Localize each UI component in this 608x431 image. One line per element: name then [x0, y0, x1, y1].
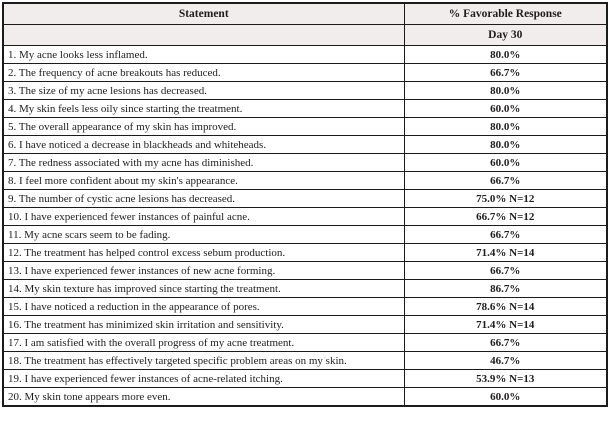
value-cell: 66.7% N=12 [403, 207, 608, 226]
table-row: 13. I have experienced fewer instances o… [2, 261, 608, 280]
statement-cell: 20. My skin tone appears more even. [2, 387, 405, 407]
table-row: 11. My acne scars seem to be fading. 66.7… [2, 225, 608, 244]
statement-cell: 18. The treatment has effectively target… [2, 351, 405, 370]
value-cell: 60.0% [403, 99, 608, 118]
value-cell: 66.7% [403, 225, 608, 244]
table-row: 6. I have noticed a decrease in blackhea… [2, 135, 608, 154]
table-row: 4. My skin feels less oily since startin… [2, 99, 608, 118]
statement-cell: 13. I have experienced fewer instances o… [2, 261, 405, 280]
statement-cell: 10. I have experienced fewer instances o… [2, 207, 405, 226]
statement-cell: 2. The frequency of acne breakouts has r… [2, 63, 405, 82]
statement-cell: 8. I feel more confident about my skin's… [2, 171, 405, 190]
value-cell: 75.0% N=12 [403, 189, 608, 208]
table-row: 5. The overall appearance of my skin has… [2, 117, 608, 136]
table-row: 15. I have noticed a reduction in the ap… [2, 297, 608, 316]
table-row: 9. The number of cystic acne lesions has… [2, 189, 608, 208]
response-column-header: % Favorable Response [403, 2, 608, 25]
table-row: 16. The treatment has minimized skin irr… [2, 315, 608, 334]
value-cell: 66.7% [403, 63, 608, 82]
table-row: 3. The size of my acne lesions has decre… [2, 81, 608, 100]
table-row: 19. I have experienced fewer instances o… [2, 369, 608, 388]
statement-cell: 9. The number of cystic acne lesions has… [2, 189, 405, 208]
value-cell: 66.7% [403, 261, 608, 280]
table-row: 1. My acne looks less inflamed. 80.0% [2, 45, 608, 64]
statement-cell: 5. The overall appearance of my skin has… [2, 117, 405, 136]
value-cell: 80.0% [403, 81, 608, 100]
table-row: 18. The treatment has effectively target… [2, 351, 608, 370]
table-row: 7. The redness associated with my acne h… [2, 153, 608, 172]
table-subheader-row: Day 30 [2, 24, 608, 46]
table-row: 10. I have experienced fewer instances o… [2, 207, 608, 226]
statement-cell: 11. My acne scars seem to be fading. [2, 225, 405, 244]
table-row: 17. I am satisfied with the overall prog… [2, 333, 608, 352]
subheader-day30-cell: Day 30 [403, 24, 608, 46]
value-cell: 53.9% N=13 [403, 369, 608, 388]
statement-cell: 7. The redness associated with my acne h… [2, 153, 405, 172]
statement-cell: 6. I have noticed a decrease in blackhea… [2, 135, 405, 154]
table-row: 8. I feel more confident about my skin's… [2, 171, 608, 190]
table-row: 14. My skin texture has improved since s… [2, 279, 608, 298]
statement-cell: 14. My skin texture has improved since s… [2, 279, 405, 298]
value-cell: 80.0% [403, 117, 608, 136]
statement-cell: 16. The treatment has minimized skin irr… [2, 315, 405, 334]
statement-cell: 12. The treatment has helped control exc… [2, 243, 405, 262]
value-cell: 78.6% N=14 [403, 297, 608, 316]
value-cell: 86.7% [403, 279, 608, 298]
value-cell: 66.7% [403, 171, 608, 190]
statement-cell: 19. I have experienced fewer instances o… [2, 369, 405, 388]
value-cell: 60.0% [403, 153, 608, 172]
statement-column-header: Statement [2, 2, 405, 25]
table-row: 12. The treatment has helped control exc… [2, 243, 608, 262]
value-cell: 71.4% N=14 [403, 243, 608, 262]
table-row: 2. The frequency of acne breakouts has r… [2, 63, 608, 82]
table-body: 1. My acne looks less inflamed. 80.0% 2. T… [2, 45, 608, 407]
statement-cell: 15. I have noticed a reduction in the ap… [2, 297, 405, 316]
value-cell: 66.7% [403, 333, 608, 352]
favorable-response-table: Statement % Favorable Response Day 30 1.… [2, 2, 608, 407]
value-cell: 71.4% N=14 [403, 315, 608, 334]
value-cell: 80.0% [403, 45, 608, 64]
statement-cell: 4. My skin feels less oily since startin… [2, 99, 405, 118]
statement-cell: 3. The size of my acne lesions has decre… [2, 81, 405, 100]
value-cell: 60.0% [403, 387, 608, 407]
value-cell: 46.7% [403, 351, 608, 370]
table-header-row: Statement % Favorable Response [2, 2, 608, 25]
statement-cell: 1. My acne looks less inflamed. [2, 45, 405, 64]
statement-cell: 17. I am satisfied with the overall prog… [2, 333, 405, 352]
subheader-statement-cell [2, 24, 405, 46]
table-row: 20. My skin tone appears more even. 60.0% [2, 387, 608, 407]
value-cell: 80.0% [403, 135, 608, 154]
